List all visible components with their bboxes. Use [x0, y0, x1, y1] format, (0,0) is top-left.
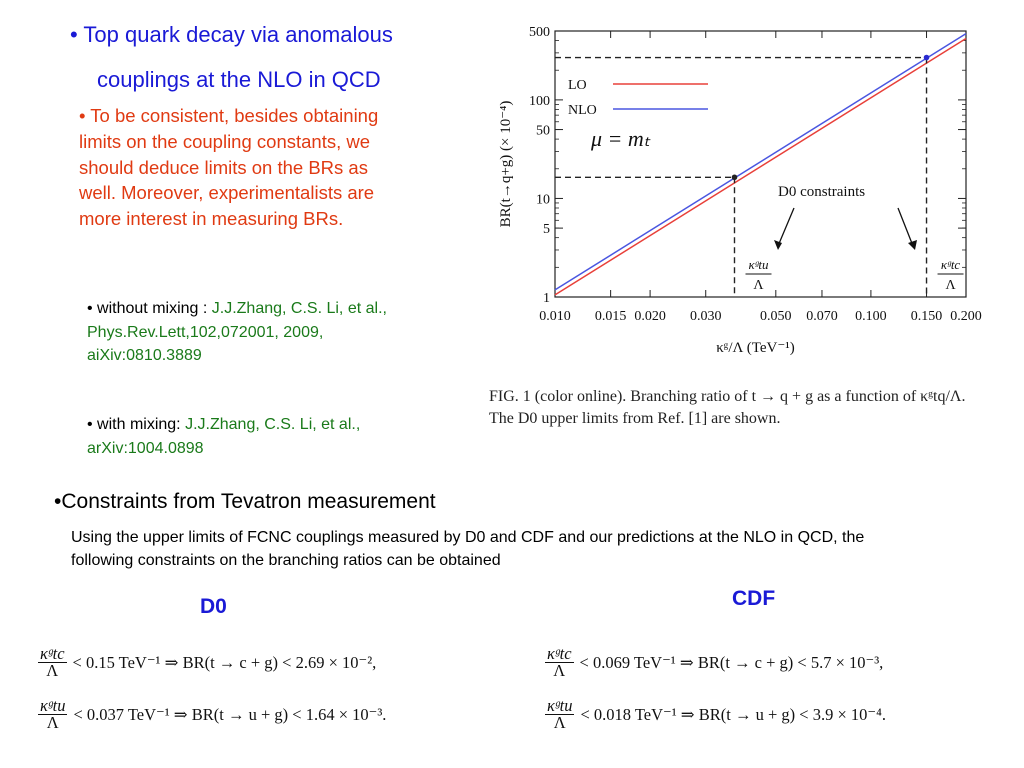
reference-citation: J.J.Zhang, C.S. Li, et al., arXiv:1004.0… — [87, 416, 361, 457]
y-axis-title: BR(t→q+g) (× 10⁻⁴) — [498, 101, 514, 228]
marker-numerator: κᵍtu — [748, 257, 769, 272]
fraction-denominator: Λ — [46, 661, 59, 680]
annotation-arrowhead — [908, 240, 917, 250]
reference-with-mixing: • with mixing: J.J.Zhang, C.S. Li, et al… — [87, 413, 407, 460]
reference-label: • with mixing: — [87, 416, 186, 433]
y-tick-label: 100 — [529, 94, 550, 109]
y-tick-label: 50 — [536, 124, 550, 139]
fraction-numerator: κᵍtu — [38, 696, 68, 715]
d0-equation-tu: κᵍtu Λ < 0.037 TeV⁻¹ ⇒ BR(t → u + g) < 1.… — [38, 696, 387, 732]
marker-denominator: Λ — [753, 278, 764, 293]
tevatron-heading: •Constraints from Tevatron measurement — [54, 490, 436, 513]
x-tick-label: 0.150 — [911, 309, 943, 324]
annotation-arrow — [777, 207, 795, 247]
legend-label: LO — [568, 78, 587, 93]
plot-frame — [554, 30, 967, 298]
x-tick-label: 0.030 — [690, 309, 722, 324]
mu-label: μ = mₜ — [590, 126, 651, 151]
equation-body: < 0.018 TeV⁻¹ ⇒ BR(t → u + g) < 3.9 × 10… — [580, 704, 886, 724]
reference-without-mixing: • without mixing : J.J.Zhang, C.S. Li, e… — [87, 297, 397, 368]
series-line-lo — [554, 37, 967, 296]
fraction-denominator: Λ — [46, 713, 59, 732]
cdf-equation-tc: κᵍtc Λ < 0.069 TeV⁻¹ ⇒ BR(t → c + g) < 5.… — [545, 644, 884, 680]
x-tick-label: 0.200 — [950, 309, 982, 324]
fraction-denominator: Λ — [553, 661, 566, 680]
y-tick-label: 500 — [529, 25, 550, 40]
consistency-paragraph: • To be consistent, besides obtaining li… — [79, 105, 379, 230]
x-tick-label: 0.020 — [634, 309, 666, 324]
x-tick-label: 0.070 — [806, 309, 838, 324]
y-tick-label: 1 — [543, 291, 550, 306]
x-tick-label: 0.015 — [595, 309, 627, 324]
series-line-nlo — [554, 33, 967, 291]
tevatron-description: Using the upper limits of FCNC couplings… — [71, 529, 865, 569]
cdf-equation-tu: κᵍtu Λ < 0.018 TeV⁻¹ ⇒ BR(t → u + g) < 3.… — [545, 696, 886, 732]
x-axis-title: κᵍ/Λ (TeV⁻¹) — [716, 340, 795, 356]
marker-denominator: Λ — [945, 278, 956, 293]
reference-citation: J.J.Zhang, C.S. Li, et al., Phys.Rev.Let… — [87, 300, 387, 364]
x-tick-label: 0.050 — [760, 309, 792, 324]
figure-caption: FIG. 1 (color online). Branching ratio o… — [489, 388, 966, 427]
fraction-numerator: κᵍtc — [545, 644, 574, 663]
x-tick-label: 0.010 — [539, 309, 571, 324]
branching-ratio-figure: 1 5 10 50 100 500 0.010 0.015 0.020 0.030 0.050 0.0… — [498, 25, 982, 356]
legend-label: NLO — [568, 103, 597, 118]
fraction-numerator: κᵍtu — [545, 696, 575, 715]
constraint-point — [731, 174, 738, 181]
reference-label: • without mixing : — [87, 300, 212, 317]
d0-label: D0 — [200, 595, 227, 618]
slide-title-line1: • Top quark decay via anomalous — [70, 22, 393, 47]
fraction-denominator: Λ — [553, 713, 566, 732]
equation-body: < 0.069 TeV⁻¹ ⇒ BR(t → c + g) < 5.7 × 10… — [579, 652, 884, 672]
slide-title-line2: couplings at the NLO in QCD — [97, 67, 381, 92]
y-tick-label: 5 — [543, 222, 550, 237]
constraint-point — [923, 54, 930, 61]
equation-body: < 0.037 TeV⁻¹ ⇒ BR(t → u + g) < 1.64 × 1… — [73, 704, 387, 724]
marker-numerator: κᵍtc — [941, 257, 961, 272]
d0-equation-tc: κᵍtc Λ < 0.15 TeV⁻¹ ⇒ BR(t → c + g) < 2.6… — [38, 644, 377, 680]
chart-plot-area: 1 5 10 50 100 500 0.010 0.015 0.020 0.030 0.050 0.0… — [498, 25, 982, 356]
annotation-arrowhead — [774, 240, 782, 250]
y-tick-label: 10 — [536, 192, 550, 207]
equation-body: < 0.15 TeV⁻¹ ⇒ BR(t → c + g) < 2.69 × 10… — [72, 652, 377, 672]
x-tick-label: 0.100 — [855, 309, 887, 324]
d0-constraints-annotation: D0 constraints — [778, 184, 865, 200]
cdf-label: CDF — [732, 587, 776, 610]
fraction-numerator: κᵍtc — [38, 644, 67, 663]
annotation-arrow — [897, 207, 914, 247]
